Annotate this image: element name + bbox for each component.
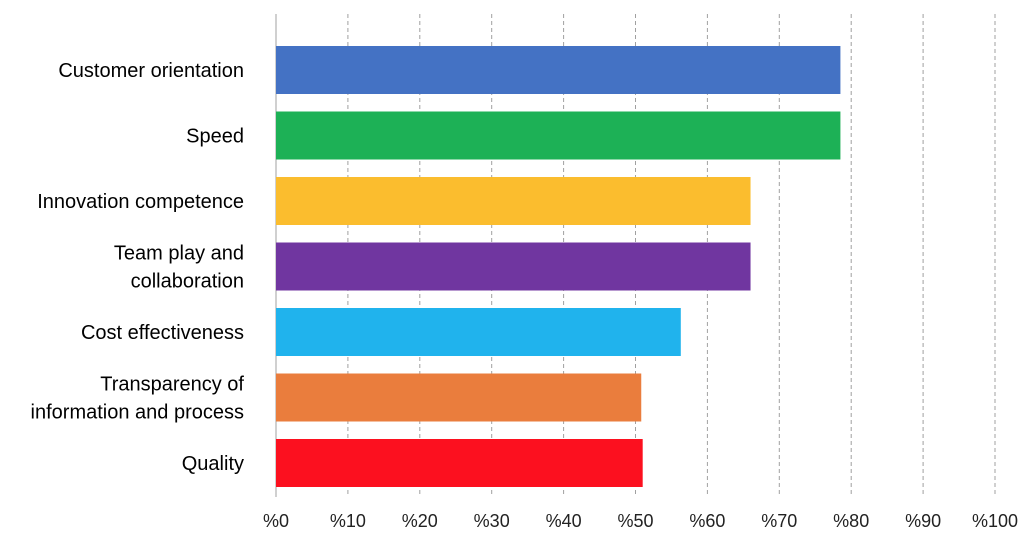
category-label: Speed xyxy=(186,126,244,148)
bar xyxy=(276,242,751,291)
category-label-line: Cost effectiveness xyxy=(81,322,244,344)
x-tick-label: %0 xyxy=(263,511,289,531)
category-label-line: Transparency of xyxy=(100,374,244,396)
category-label-line: Quality xyxy=(182,453,244,475)
category-label-line: Innovation competence xyxy=(37,191,244,213)
category-label-line: Customer orientation xyxy=(58,60,244,82)
category-labels: Customer orientation Speed Innovation comp… xyxy=(31,60,245,475)
x-tick-label: %100 xyxy=(972,511,1018,531)
x-tick-label: %30 xyxy=(474,511,510,531)
x-tick-label: %80 xyxy=(833,511,869,531)
category-label: Innovation competence xyxy=(37,191,244,213)
category-label-line: Team play and xyxy=(114,243,244,265)
bar xyxy=(276,308,681,356)
x-tick-label: %10 xyxy=(330,511,366,531)
category-label-line: information and process xyxy=(31,402,244,424)
x-tick-label: %70 xyxy=(761,511,797,531)
bar-layer xyxy=(276,46,841,487)
x-tick-label: %60 xyxy=(689,511,725,531)
x-tick-labels: %0 %10 %20 %30 %40 %50 %60 %70 %80 %90 %100 xyxy=(263,511,1018,531)
x-tick-label: %90 xyxy=(905,511,941,531)
bar xyxy=(276,177,751,225)
category-label: Customer orientation xyxy=(58,60,244,82)
category-label-line: collaboration xyxy=(131,271,244,293)
bar xyxy=(276,46,841,94)
category-label: Team play and collaboration xyxy=(114,243,244,293)
category-label: Cost effectiveness xyxy=(81,322,244,344)
category-label-line: Speed xyxy=(186,126,244,148)
category-label: Transparency of information and process xyxy=(31,374,245,424)
x-tick-label: %40 xyxy=(546,511,582,531)
bar xyxy=(276,111,841,160)
bar xyxy=(276,439,643,487)
category-label: Quality xyxy=(182,453,244,475)
bar xyxy=(276,373,642,422)
x-tick-label: %20 xyxy=(402,511,438,531)
x-tick-label: %50 xyxy=(617,511,653,531)
